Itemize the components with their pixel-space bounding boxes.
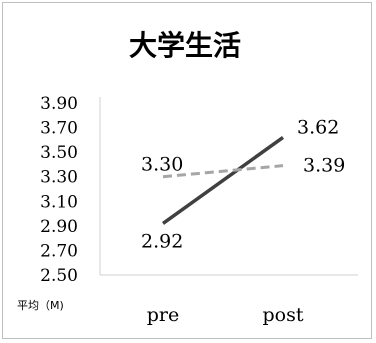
y-axis-ticks: 3.90 3.70 3.50 3.30 3.10 2.90 2.70 2.50 [40, 94, 78, 286]
x-axis-ticks: pre post [147, 304, 304, 326]
x-tick-label: pre [147, 304, 180, 326]
chart-title: 大学生活 [129, 29, 241, 62]
y-tick-label: 2.90 [40, 217, 78, 237]
y-tick-label: 3.70 [40, 119, 78, 139]
y-axis-label: 平均（M) [17, 299, 64, 312]
series-group: 2.92 3.62 3.30 3.39 [141, 116, 345, 252]
data-label: 3.30 [141, 154, 183, 176]
series-line-1 [161, 135, 285, 225]
data-label: 3.62 [297, 116, 339, 138]
y-tick-label: 3.90 [40, 94, 78, 114]
data-label: 3.39 [303, 155, 345, 177]
data-label: 2.92 [141, 230, 183, 252]
chart-frame: 大学生活 3.90 3.70 3.50 3.30 3.10 2.90 2.70 2.50 2.… [2, 2, 372, 339]
y-tick-label: 2.50 [40, 266, 78, 286]
line-chart: 大学生活 3.90 3.70 3.50 3.30 3.10 2.90 2.70 2.50 2.… [17, 29, 358, 326]
y-tick-label: 3.50 [40, 143, 78, 163]
x-tick-label: post [263, 304, 304, 326]
y-tick-label: 2.70 [40, 241, 78, 261]
series-line-2 [162, 164, 284, 179]
y-tick-label: 3.30 [40, 168, 78, 188]
y-tick-label: 3.10 [40, 192, 78, 212]
